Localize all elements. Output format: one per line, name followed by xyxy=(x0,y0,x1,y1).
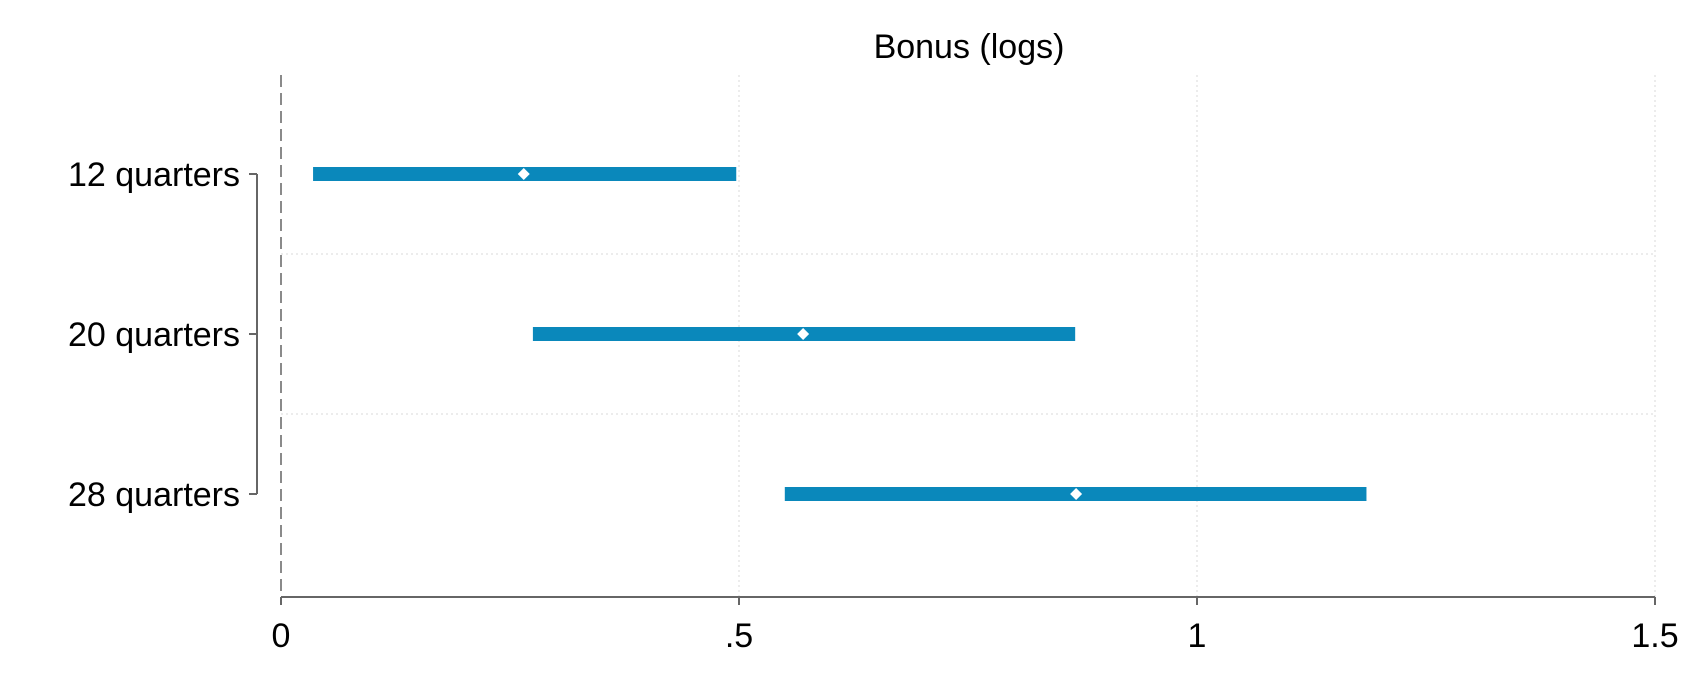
x-tick-label: 1.5 xyxy=(1631,617,1678,655)
confidence-intervals xyxy=(313,167,1367,501)
x-tick-label: 0 xyxy=(272,617,291,655)
x-tick-label: .5 xyxy=(725,617,753,655)
point-estimate-marker xyxy=(517,168,530,180)
point-estimate-marker xyxy=(797,328,810,340)
chart-title: Bonus (logs) xyxy=(874,28,1065,66)
point-estimate-marker xyxy=(1070,488,1083,500)
x-tick-label: 1 xyxy=(1188,617,1207,655)
y-tick-label: 28 quarters xyxy=(68,476,240,514)
grid-lines xyxy=(281,75,1656,597)
axes xyxy=(249,173,1656,605)
y-tick-label: 12 quarters xyxy=(68,156,240,194)
y-tick-label: 20 quarters xyxy=(68,316,240,354)
tick-labels: 0 .5 1 1.5 12 quarters 20 quarters 28 quarters xyxy=(68,156,1679,655)
point-estimates xyxy=(517,168,1083,500)
